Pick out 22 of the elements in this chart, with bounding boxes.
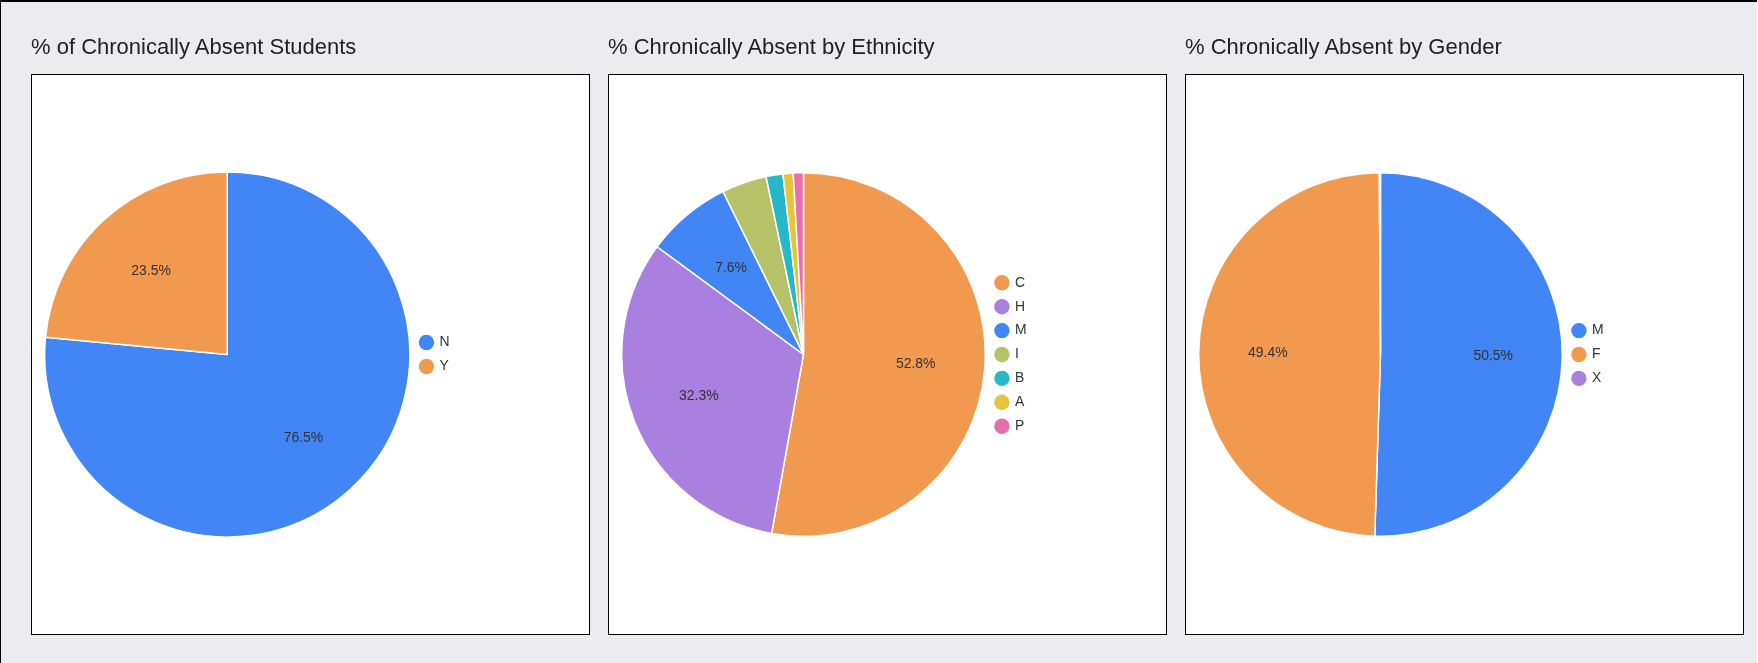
legend-label: H (1014, 297, 1025, 314)
legend-label: N (439, 333, 450, 350)
legend-label: F (1591, 345, 1601, 362)
legend-label: B (1014, 369, 1025, 386)
legend-label: C (1014, 273, 1025, 290)
chart-title: % Chronically Absent by Ethnicity (608, 34, 936, 61)
legend-label: I (1014, 345, 1019, 362)
data-label: 32.3% (679, 387, 719, 404)
data-label: 52.8% (895, 355, 936, 372)
legend-label: M (1014, 321, 1027, 338)
data-label: 76.5% (283, 429, 324, 446)
chart-title: % Chronically Absent by Gender (1185, 34, 1503, 61)
chart-title: % of Chronically Absent Students (31, 34, 358, 61)
data-label: 7.6% (715, 258, 747, 275)
data-label: 49.4% (1248, 343, 1288, 360)
legend-label: X (1591, 369, 1602, 386)
legend-label: Y (439, 357, 449, 374)
legend-label: P (1014, 417, 1025, 434)
legend-label: M (1591, 321, 1604, 338)
data-label: 50.5% (1473, 347, 1513, 364)
data-label: 23.5% (131, 261, 171, 278)
legend-label: A (1014, 393, 1025, 410)
